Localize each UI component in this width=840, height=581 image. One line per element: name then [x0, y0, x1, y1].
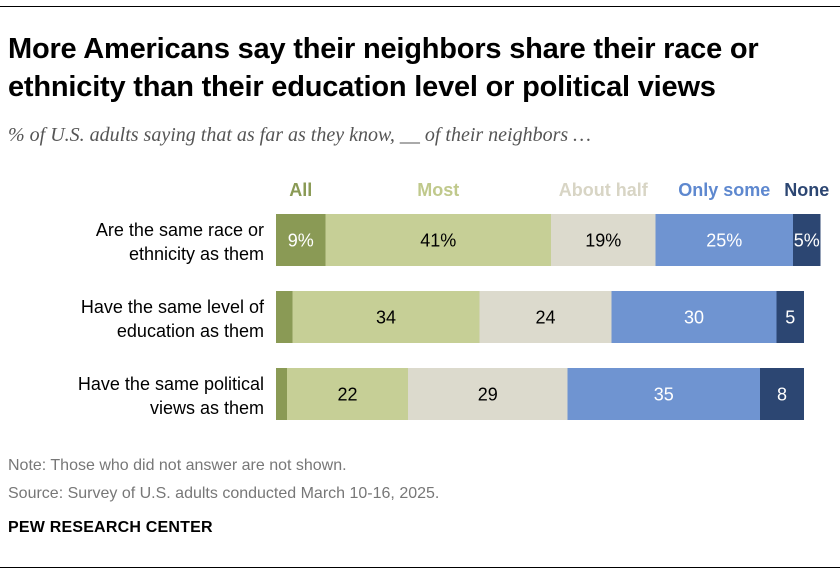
brand-logo-text: PEW RESEARCH CENTER — [8, 519, 213, 536]
top-rule — [0, 6, 840, 7]
data-label-most: 34 — [376, 308, 396, 328]
chart-legend: All Most About half Only some None — [289, 180, 829, 200]
legend-none: None — [784, 180, 829, 200]
bar-row-2: Have the same level of education as them 3… — [81, 291, 804, 343]
data-label-none: 8 — [777, 385, 787, 405]
bar-about-half — [551, 214, 656, 266]
data-label-only-some: 25% — [706, 231, 742, 251]
bar-none — [760, 368, 804, 420]
data-label-none: 5% — [794, 231, 820, 251]
bar-none — [793, 214, 821, 266]
bar-all — [276, 291, 293, 343]
category-label: Have the same political views as them — [78, 374, 264, 418]
data-label-about-half: 19% — [585, 231, 621, 251]
bar-none — [776, 291, 804, 343]
bar-only-some — [611, 291, 777, 343]
data-label-only-some: 35 — [654, 385, 674, 405]
chart-note: Note: Those who did not answer are not s… — [8, 457, 347, 474]
bar-row-1: Are the same race or ethnicity as them 9% 4… — [96, 214, 821, 266]
category-label: Have the same level of education as them — [81, 297, 265, 341]
data-label-most: 22 — [337, 385, 357, 405]
data-label-most: 41% — [420, 231, 456, 251]
bar-most — [325, 214, 551, 266]
bar-about-half — [479, 291, 612, 343]
data-label-none: 5 — [785, 308, 795, 328]
category-label: Are the same race or ethnicity as them — [96, 220, 264, 264]
data-label-about-half: 24 — [535, 308, 555, 328]
bar-about-half — [408, 368, 568, 420]
bar-only-some — [567, 368, 760, 420]
chart-subtitle: % of U.S. adults saying that as far as t… — [8, 124, 591, 146]
bar-only-some — [655, 214, 793, 266]
chart-source: Source: Survey of U.S. adults conducted … — [8, 485, 440, 502]
data-label-only-some: 30 — [684, 308, 704, 328]
legend-about-half: About half — [559, 180, 649, 200]
bottom-rule — [0, 567, 840, 568]
chart-rows: Are the same race or ethnicity as them 9% 4… — [78, 214, 821, 420]
data-label-all: 9% — [288, 231, 314, 251]
legend-all: All — [289, 180, 312, 200]
bar-row-3: Have the same political views as them 22 29… — [78, 368, 804, 420]
legend-only-some: Only some — [678, 180, 770, 200]
bar-most — [287, 368, 408, 420]
legend-most: Most — [417, 180, 459, 200]
chart-title: More Americans say their neighbors share… — [8, 33, 759, 103]
stacked-bar-chart: All Most About half Only some None Are the s… — [78, 180, 829, 420]
bar-most — [292, 291, 480, 343]
bar-all — [276, 214, 326, 266]
bar-all — [276, 368, 287, 420]
data-label-about-half: 29 — [478, 385, 498, 405]
